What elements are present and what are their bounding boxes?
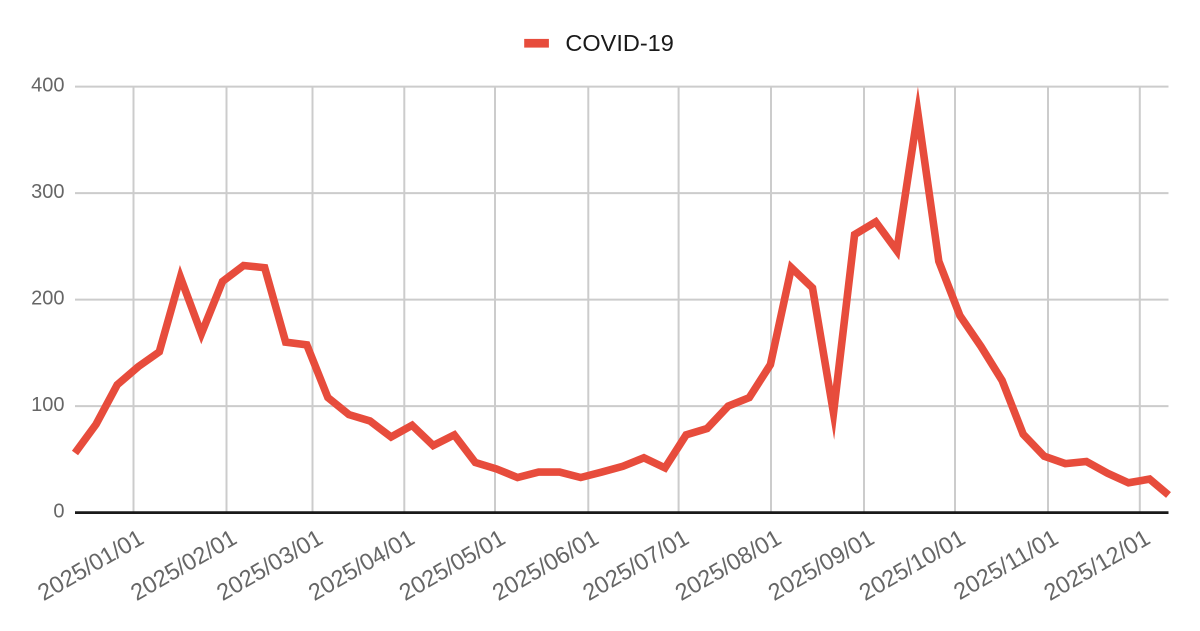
svg-text:100: 100 xyxy=(31,394,64,416)
svg-text:200: 200 xyxy=(31,288,64,310)
svg-text:300: 300 xyxy=(31,181,64,203)
svg-text:400: 400 xyxy=(31,75,64,97)
svg-text:COVID-19: COVID-19 xyxy=(565,30,673,56)
svg-text:0: 0 xyxy=(53,501,64,523)
